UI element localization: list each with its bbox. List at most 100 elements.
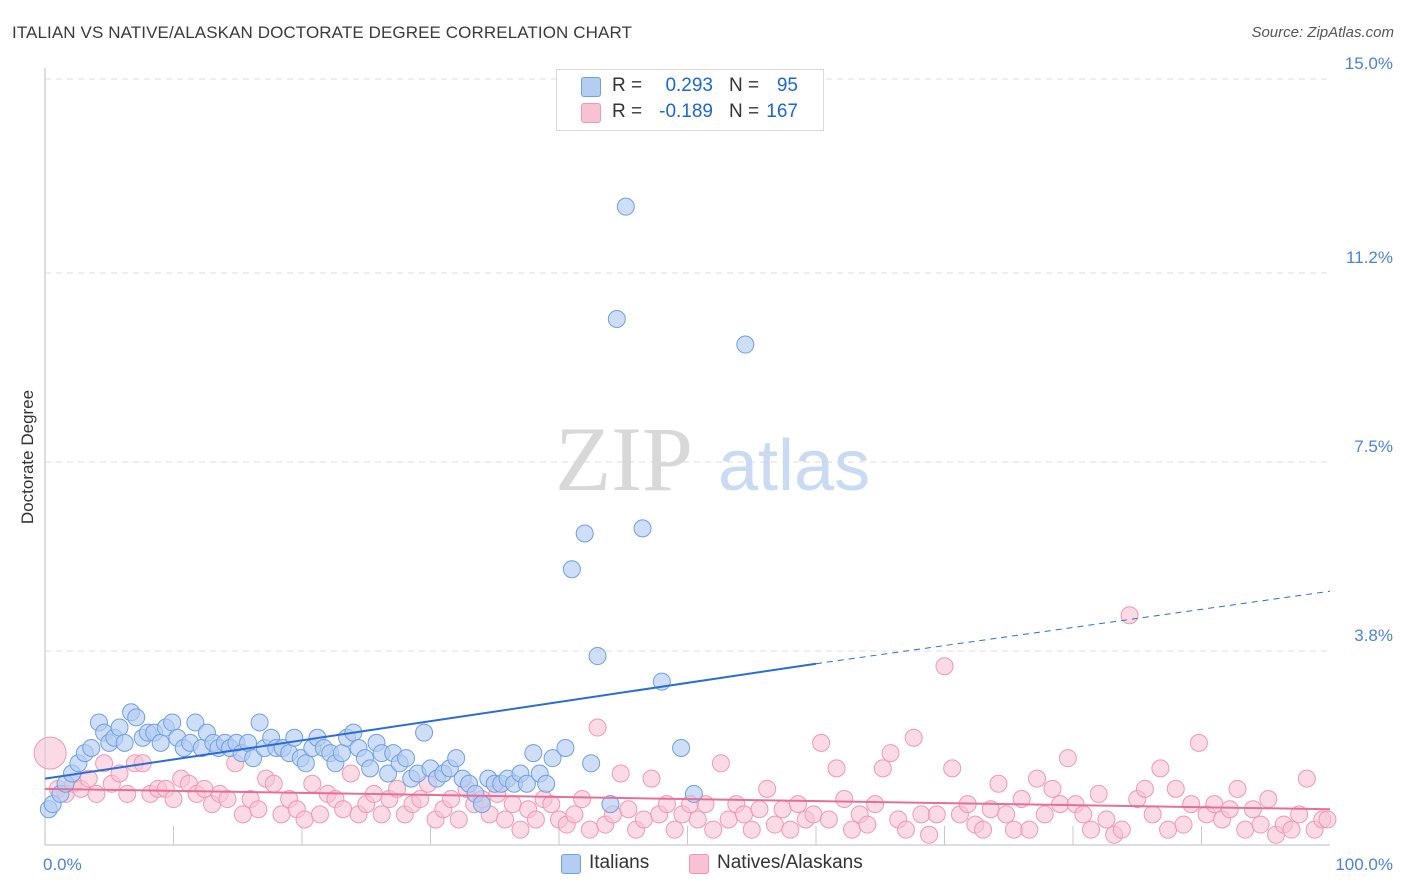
source-label: Source: ZipAtlas.com (1251, 24, 1394, 41)
italians-point (397, 749, 416, 768)
natives-n-value: 167 (766, 101, 798, 122)
natives-point (1028, 769, 1047, 788)
natives-point (118, 784, 137, 803)
natives-point (765, 815, 784, 834)
y-axis-label: Doctorate Degree (18, 390, 37, 524)
italians-point (244, 749, 263, 768)
italians-points (39, 197, 755, 819)
natives-r-label: R = (612, 101, 643, 122)
natives-point (1220, 800, 1239, 819)
natives-point (110, 764, 129, 783)
natives-point (79, 769, 98, 788)
italians-point (517, 774, 536, 793)
natives-point (33, 736, 67, 770)
natives-point (619, 800, 638, 819)
natives-point (719, 810, 738, 829)
y-tick-label: 7.5% (1354, 437, 1393, 456)
watermark-zip: ZIP (555, 408, 693, 510)
natives-point (1228, 779, 1247, 798)
natives-point (1135, 779, 1154, 798)
natives-point (773, 800, 792, 819)
natives-point (742, 820, 761, 839)
italians-point (186, 713, 205, 732)
natives-point (1081, 820, 1100, 839)
natives-point (164, 790, 183, 809)
italians-point (524, 744, 543, 763)
natives-point (218, 790, 237, 809)
natives-point (1259, 790, 1278, 809)
tick-labels: 3.8% 7.5% 11.2% 15.0% 0.0% 100.0% (43, 54, 1393, 874)
italians-point (127, 708, 146, 727)
natives-point (634, 810, 653, 829)
italians-point (296, 754, 315, 773)
natives-point (334, 800, 353, 819)
natives-point (411, 790, 430, 809)
italians-point (543, 749, 562, 768)
natives-point (1004, 820, 1023, 839)
natives-point (611, 764, 630, 783)
natives-point (1236, 820, 1255, 839)
stats-box: R = 0.293 N = 95 R = -0.189 N = 167 (556, 69, 824, 131)
trend-lines (44, 590, 1331, 811)
gridlines (45, 78, 1330, 652)
italians-n-label: N = (729, 75, 760, 96)
y-tick-label: 15.0% (1345, 54, 1393, 73)
natives-point (1151, 759, 1170, 778)
natives-point (1282, 820, 1301, 839)
italians-point (379, 764, 398, 783)
italians-point (415, 723, 434, 742)
natives-point (1143, 805, 1162, 824)
natives-point (388, 779, 407, 798)
italians-trend-line (44, 662, 817, 780)
italians-point (672, 738, 691, 757)
natives-point (866, 795, 885, 814)
natives-point (835, 790, 854, 809)
italians-point (736, 335, 755, 354)
italians-point (151, 733, 170, 752)
stats-row-italians: R = 0.293 N = 95 (557, 74, 823, 100)
natives-point (781, 820, 800, 839)
italians-point (361, 759, 380, 778)
italians-point (115, 733, 134, 752)
natives-point (1297, 769, 1316, 788)
italians-point (588, 647, 607, 666)
natives-point (1089, 784, 1108, 803)
italians-point (556, 738, 575, 757)
natives-point (1205, 795, 1224, 814)
natives-point (1159, 820, 1178, 839)
italians-point (616, 197, 635, 216)
italians-swatch (581, 77, 601, 97)
natives-point (511, 820, 530, 839)
legend-italians-label: Italians (589, 852, 650, 873)
y-tick-label: 11.2% (1346, 248, 1393, 267)
natives-point (1112, 820, 1131, 839)
y-tick-label: 3.8% (1354, 626, 1393, 645)
natives-point (264, 774, 283, 793)
natives-point (657, 795, 676, 814)
natives-point (896, 820, 915, 839)
natives-point (858, 815, 877, 834)
natives-point (827, 759, 846, 778)
natives-point (233, 805, 252, 824)
italians-point (607, 310, 626, 329)
natives-r-value: -0.189 (659, 101, 713, 122)
natives-point (449, 810, 468, 829)
natives-point (526, 810, 545, 829)
natives-point (87, 784, 106, 803)
natives-point (1174, 815, 1193, 834)
italians-trend-extension (815, 590, 1331, 665)
natives-point (750, 800, 769, 819)
natives-point (812, 733, 831, 752)
natives-point (704, 820, 723, 839)
natives-point (1166, 779, 1185, 798)
natives-point (642, 769, 661, 788)
natives-point (295, 810, 314, 829)
natives-point (1058, 749, 1077, 768)
natives-point (758, 779, 777, 798)
natives-point (1120, 606, 1139, 625)
natives-point (1290, 805, 1309, 824)
natives-point (881, 744, 900, 763)
natives-point (943, 759, 962, 778)
x-tick-label-max: 100.0% (1335, 855, 1393, 874)
